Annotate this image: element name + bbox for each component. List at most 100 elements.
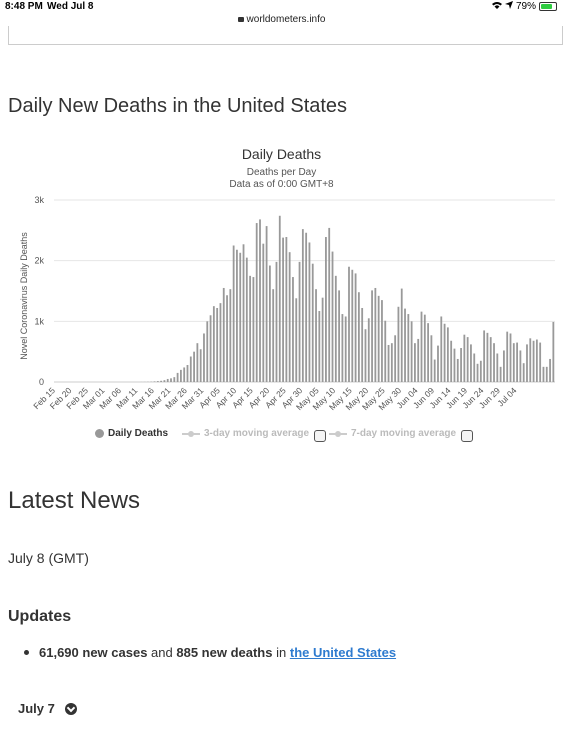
- bar: [460, 348, 462, 382]
- july7-toggle[interactable]: July 7: [18, 701, 77, 716]
- bar: [427, 323, 430, 382]
- bar: [173, 377, 176, 382]
- chevron-down-icon: [64, 702, 77, 715]
- bar: [249, 275, 252, 382]
- bar: [351, 269, 354, 382]
- bar: [437, 345, 439, 382]
- legend-3day-label: 3-day moving average: [204, 428, 310, 439]
- bar: [252, 277, 255, 382]
- bar: [430, 335, 433, 382]
- y-tick-label: 3k: [34, 195, 44, 205]
- toggle-7day-checkbox[interactable]: [461, 430, 473, 442]
- battery-icon: [539, 2, 557, 11]
- bar: [466, 337, 469, 382]
- bar: [384, 320, 387, 382]
- y-tick-labels: 0 1k 2k 3k: [34, 195, 44, 387]
- bar: [420, 311, 423, 382]
- connector-in: in: [276, 645, 287, 660]
- bar: [166, 378, 169, 382]
- bar: [315, 289, 317, 382]
- status-date: Wed Jul 8: [47, 1, 94, 12]
- bar: [301, 229, 304, 382]
- bar: [377, 295, 380, 382]
- bar: [179, 369, 182, 382]
- bar: [542, 366, 545, 382]
- bar: [153, 381, 156, 382]
- status-indicators: 79%: [491, 1, 557, 12]
- bar: [509, 333, 512, 382]
- bar: [245, 257, 248, 382]
- chart-legend: Daily Deaths 3-day moving average 7-day …: [0, 426, 563, 444]
- bar: [354, 273, 357, 382]
- bar: [440, 316, 443, 382]
- bar: [381, 300, 383, 382]
- bar: [361, 307, 364, 382]
- update-item: 61,690 new cases and 885 new deaths in t…: [24, 645, 396, 660]
- news-date: July 8 (GMT): [8, 550, 89, 566]
- chart-grid: [54, 199, 555, 383]
- bar: [209, 315, 212, 382]
- bar: [364, 329, 367, 382]
- bar: [552, 321, 555, 382]
- bar: [499, 366, 502, 382]
- bar: [371, 290, 373, 382]
- bar: [292, 277, 294, 382]
- bar: [338, 290, 341, 382]
- y-tick-label: 2k: [34, 256, 44, 266]
- country-link[interactable]: the United States: [289, 645, 397, 660]
- bar: [268, 265, 271, 382]
- status-bar: 8:48 PM Wed Jul 8 79%: [0, 0, 563, 14]
- bar: [259, 219, 261, 382]
- bar: [186, 365, 189, 382]
- url-bar[interactable]: worldometers.info: [0, 14, 563, 28]
- bar: [512, 343, 515, 382]
- bar: [526, 344, 528, 382]
- legend-7day-average[interactable]: 7-day moving average: [329, 428, 456, 439]
- bar: [476, 363, 479, 382]
- bar: [344, 316, 347, 382]
- bar: [423, 314, 426, 382]
- bar: [219, 303, 222, 382]
- bar: [532, 340, 535, 382]
- bar: [414, 343, 416, 382]
- legend-3day-average[interactable]: 3-day moving average: [182, 428, 309, 439]
- bar: [348, 266, 350, 382]
- bar: [387, 344, 390, 382]
- chart-subtitle: Deaths per Day: [246, 167, 317, 178]
- bar: [331, 251, 334, 382]
- bar: [206, 321, 209, 382]
- bar: [295, 298, 298, 382]
- bar: [318, 311, 321, 382]
- legend-dot-icon: [95, 429, 104, 438]
- bar: [522, 363, 525, 382]
- bar: [539, 342, 542, 382]
- bar: [535, 339, 538, 382]
- bar: [483, 330, 486, 382]
- bar: [443, 323, 446, 382]
- bar: [479, 360, 482, 382]
- bar: [341, 314, 344, 382]
- bar: [397, 306, 400, 382]
- bar: [545, 366, 548, 382]
- bar: [298, 261, 301, 382]
- bar: [489, 337, 492, 382]
- legend-line-icon: [329, 430, 347, 437]
- bar: [407, 314, 410, 382]
- bar: [410, 321, 413, 382]
- previous-section-box: [8, 26, 563, 45]
- bar: [450, 340, 453, 382]
- url-text: worldometers.info: [246, 14, 326, 25]
- wifi-icon: [491, 1, 502, 12]
- bar: [163, 380, 166, 382]
- connector-and: and: [151, 645, 173, 660]
- bar: [305, 232, 308, 382]
- bar: [308, 242, 311, 382]
- bar: [321, 297, 324, 382]
- legend-daily-deaths[interactable]: Daily Deaths: [95, 428, 168, 439]
- bar: [236, 249, 238, 382]
- toggle-3day-checkbox[interactable]: [314, 430, 326, 442]
- bar: [506, 331, 509, 382]
- y-tick-label: 0: [39, 377, 44, 387]
- status-time: 8:48 PM: [5, 1, 43, 12]
